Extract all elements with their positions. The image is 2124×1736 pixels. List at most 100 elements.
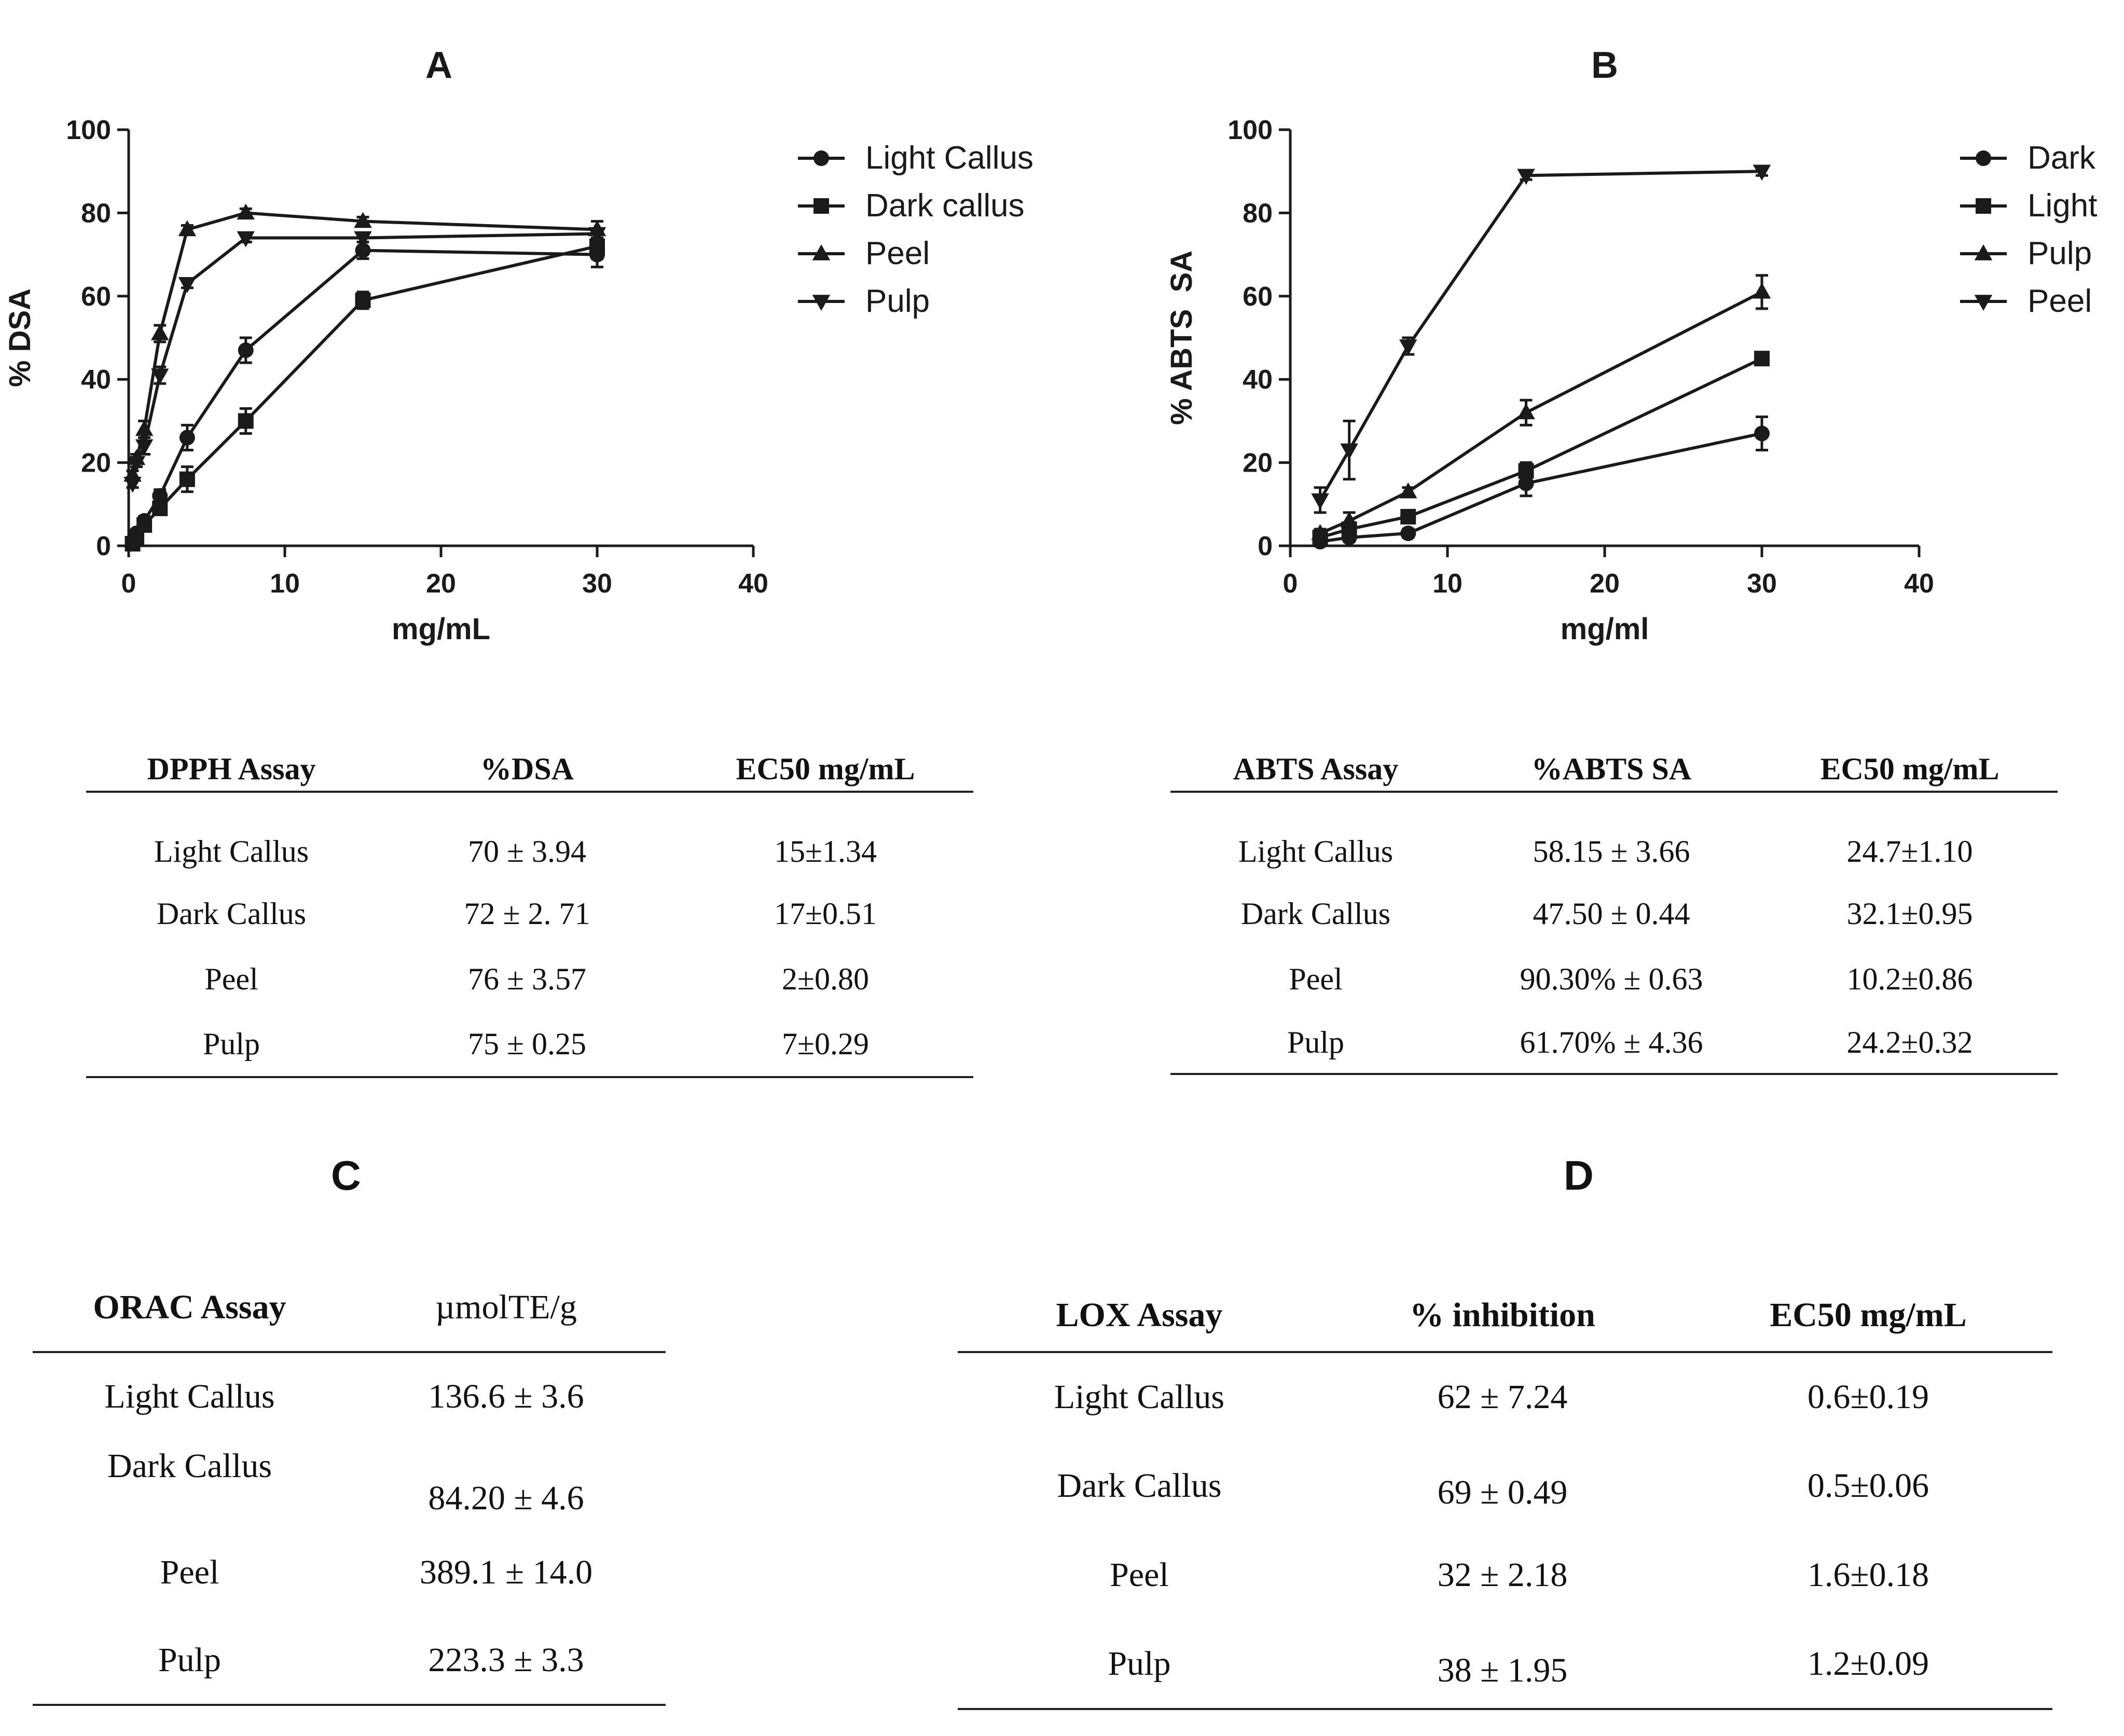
y-tick-label: 20 <box>1243 448 1273 478</box>
dpph-header-assay: DPPH Assay <box>86 747 377 793</box>
abts-header-assay: ABTS Assay <box>1170 747 1461 793</box>
table-cell: 69 ± 0.49 <box>1437 1473 1568 1511</box>
x-tick-label: 30 <box>1747 569 1777 599</box>
y-tick-label: 60 <box>1243 282 1273 312</box>
table-cell: Light Callus <box>154 834 309 869</box>
legend-marker <box>813 150 829 166</box>
lox-header-inhibition: % inhibition <box>1321 1279 1684 1353</box>
y-tick-label: 20 <box>81 448 111 478</box>
data-point <box>1400 508 1416 525</box>
orac-header-assay: ORAC Assay <box>33 1264 347 1353</box>
table-row: Pulp 223.3 ± 3.3 <box>33 1617 666 1706</box>
table-cell: 47.50 ± 0.44 <box>1533 896 1690 931</box>
table-row: Light Callus 62 ± 7.24 0.6±0.19 <box>958 1352 2052 1441</box>
table-cell: 72 ± 2. 71 <box>464 896 590 931</box>
lox-header-assay: LOX Assay <box>958 1279 1321 1353</box>
table-cell: Peel <box>204 961 258 996</box>
table-cell: 24.2±0.32 <box>1762 1012 2058 1075</box>
legend-entry: Light <box>2028 188 2097 224</box>
table-cell: 7±0.29 <box>678 1012 973 1078</box>
data-point <box>237 203 255 220</box>
chart-b: B 0 10 20 30 40 0 20 40 60 80 100 mg/ml % ABTS SA Dark… <box>1165 45 2097 646</box>
y-tick-label: 80 <box>81 198 111 228</box>
legend-marker <box>1976 198 1991 214</box>
table-cell: Pulp <box>33 1617 347 1706</box>
table-cell: Peel <box>160 1553 219 1591</box>
table-cell: 136.6 ± 3.6 <box>428 1377 584 1415</box>
data-point <box>354 212 372 228</box>
data-point <box>1754 351 1770 367</box>
table-cell: 58.15 ± 3.66 <box>1533 834 1690 869</box>
panel-label-c: C <box>331 1152 361 1198</box>
lox-table: LOX Assay % inhibition EC50 mg/mL Light … <box>958 1279 2052 1710</box>
lox-header-ec50: EC50 mg/mL <box>1684 1279 2052 1353</box>
legend-entry: Pulp <box>865 283 930 319</box>
table-cell: 90.30% ± 0.63 <box>1520 961 1703 996</box>
table-cell: Light Callus <box>1054 1378 1225 1416</box>
chart-a: A 0 10 20 30 40 0 20 40 60 80 100 mg/mL % DSA Light Ca… <box>3 45 1033 646</box>
series-line <box>1318 170 1762 501</box>
legend-marker <box>812 244 831 260</box>
table-row: Pulp 61.70% ± 4.36 24.2±0.32 <box>1170 1012 2058 1075</box>
x-tick-label: 20 <box>426 569 456 599</box>
table-cell: 15±1.34 <box>774 834 877 869</box>
legend-entry: Peel <box>2028 283 2092 319</box>
table-row: Pulp 38 ± 1.95 1.2±0.09 <box>958 1620 2052 1710</box>
data-point <box>135 439 154 456</box>
data-point <box>179 471 195 487</box>
series-peel <box>1311 164 1771 514</box>
orac-table: ORAC Assay µmolTE/g Light Callus 136.6 ±… <box>33 1264 666 1706</box>
series-line <box>131 232 598 484</box>
y-axis-label: % ABTS SA <box>1165 251 1198 425</box>
table-row: Peel 32 ± 2.18 1.6±0.18 <box>958 1531 2052 1620</box>
table-cell: 0.5±0.06 <box>1807 1467 1929 1505</box>
x-tick-label: 0 <box>1283 569 1298 599</box>
legend-entry: Peel <box>865 236 930 271</box>
x-tick-label: 10 <box>1432 569 1463 599</box>
data-point <box>152 500 168 516</box>
data-point <box>355 242 371 258</box>
data-point <box>136 517 153 533</box>
series-light <box>1312 351 1770 545</box>
data-point <box>1517 403 1535 420</box>
x-axis-label: mg/ml <box>1561 612 1649 646</box>
chart-title: B <box>1591 45 1618 86</box>
table-cell: Pulp <box>958 1620 1321 1710</box>
series-line <box>1319 291 1763 535</box>
table-cell: 17±0.51 <box>774 896 877 931</box>
table-cell: Peel <box>1289 961 1343 996</box>
data-point <box>127 456 146 472</box>
data-point <box>1311 523 1329 540</box>
table-cell: Light Callus <box>104 1377 275 1415</box>
table-cell: Light Callus <box>1238 834 1394 869</box>
x-tick-label: 0 <box>121 569 136 599</box>
legend-marker <box>812 295 831 311</box>
legend-marker <box>1974 244 1993 260</box>
data-point <box>355 292 371 308</box>
data-point <box>150 368 169 385</box>
data-point <box>178 277 197 293</box>
series-line <box>1320 432 1762 543</box>
y-tick-label: 100 <box>66 115 111 145</box>
dpph-table: DPPH Assay %DSA EC50 mg/mL Light Callus … <box>86 747 973 1078</box>
data-point <box>152 488 168 504</box>
table-cell: 75 ± 0.25 <box>377 1012 678 1078</box>
y-tick-label: 100 <box>1227 115 1273 145</box>
x-tick-label: 40 <box>1904 569 1934 599</box>
legend-entry: Dark callus <box>865 188 1025 224</box>
table-cell: 32.1±0.95 <box>1846 896 1973 931</box>
data-point <box>178 220 197 237</box>
data-point <box>150 324 169 340</box>
data-point <box>588 227 606 243</box>
table-cell: Dark Callus <box>1240 896 1391 931</box>
data-point <box>1754 425 1770 442</box>
table-row: Peel 76 ± 3.57 2±0.80 <box>86 946 973 1012</box>
data-point <box>1311 493 1329 509</box>
x-tick-label: 40 <box>738 569 768 599</box>
table-cell: 2±0.80 <box>782 961 869 996</box>
table-row: Light Callus 136.6 ± 3.6 <box>33 1352 666 1440</box>
y-tick-label: 40 <box>1243 365 1273 395</box>
table-cell: Pulp <box>86 1012 377 1078</box>
data-point <box>1399 339 1417 356</box>
legend-marker <box>813 198 829 214</box>
